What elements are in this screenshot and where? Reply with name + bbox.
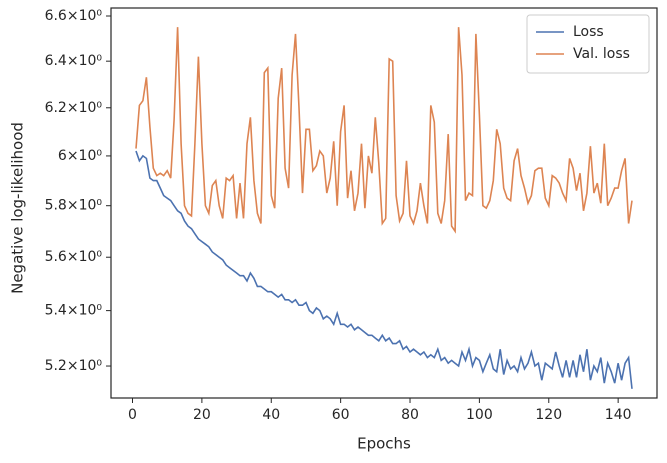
x-axis-label: Epochs (357, 435, 411, 453)
plot-frame (110, 7, 658, 399)
y-axis-label: Negative log-likelihood (9, 122, 27, 294)
y-tick-label: 5.8×10⁰ (45, 198, 103, 214)
y-tick-label: 5.2×10⁰ (45, 358, 103, 374)
x-tick-label: 60 (332, 407, 350, 423)
x-tick-label: 80 (401, 407, 419, 423)
line-series (135, 27, 633, 234)
x-tick-label: 40 (262, 407, 280, 423)
legend-label: Loss (573, 24, 604, 40)
y-tick-label: 6.6×10⁰ (45, 8, 103, 24)
y-tick-label: 6.4×10⁰ (45, 53, 103, 69)
y-tick-label: 5.6×10⁰ (45, 249, 103, 265)
x-tick-label: 20 (193, 407, 211, 423)
x-tick-label: 0 (128, 407, 137, 423)
y-tick-label: 6×10⁰ (58, 148, 102, 164)
legend-box (526, 14, 650, 74)
x-tick-label: 120 (535, 407, 562, 423)
legend-label: Val. loss (573, 46, 630, 62)
line-series (135, 150, 633, 389)
y-tick-label: 5.4×10⁰ (45, 303, 103, 319)
x-tick-label: 100 (466, 407, 493, 423)
y-tick-label: 6.2×10⁰ (45, 100, 103, 116)
x-tick-label: 140 (605, 407, 632, 423)
